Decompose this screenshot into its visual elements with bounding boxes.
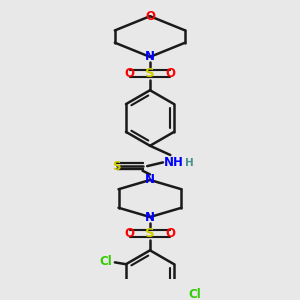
Text: O: O: [124, 227, 135, 240]
Text: O: O: [165, 227, 176, 240]
Text: S: S: [145, 227, 155, 240]
Text: NH: NH: [164, 156, 184, 169]
Text: Cl: Cl: [99, 255, 112, 268]
Text: O: O: [145, 10, 155, 23]
Text: N: N: [145, 173, 155, 187]
Text: N: N: [145, 50, 155, 63]
Text: N: N: [145, 211, 155, 224]
Text: S: S: [145, 67, 155, 80]
Text: O: O: [124, 67, 135, 80]
Text: H: H: [185, 158, 194, 168]
Text: S: S: [112, 160, 121, 172]
Text: O: O: [165, 67, 176, 80]
Text: Cl: Cl: [188, 288, 201, 300]
